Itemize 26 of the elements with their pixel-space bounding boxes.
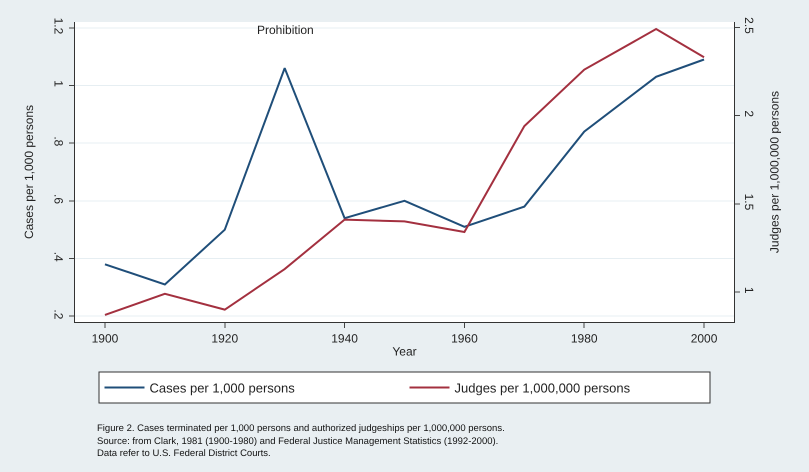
annotation: Prohibition bbox=[257, 23, 314, 37]
x-tick-label: 1900 bbox=[92, 331, 119, 346]
y-tick-label: 1.2 bbox=[52, 18, 66, 35]
text: Data refer to U.S. Federal District Courts. bbox=[97, 448, 271, 459]
source-note: Source: from Clark, 1981 (1900-1980) and Federal Justice Management Statistics (1992-2000). bbox=[97, 436, 498, 447]
y-tick-label: .6 bbox=[52, 194, 66, 204]
x-tick-label: 1920 bbox=[211, 331, 238, 346]
y-tick-label: 1 bbox=[52, 80, 66, 88]
x-tick-label: 2000 bbox=[690, 331, 718, 346]
line-series bbox=[104, 58, 706, 286]
legend-label: Cases per 1,000 persons bbox=[150, 380, 296, 396]
y-tick-label: .2 bbox=[52, 309, 66, 320]
y2-tick-label: 2 bbox=[742, 110, 756, 118]
y2-tick-label: 1.5 bbox=[742, 194, 756, 211]
y2-tick-label: 1 bbox=[742, 286, 756, 294]
x-tick-label: 1980 bbox=[570, 331, 598, 346]
legend-label: Judges per 1,000,000 persons bbox=[454, 380, 631, 396]
y2-axis-title: Judges per 1,000,000 persons bbox=[768, 90, 782, 254]
caption: Figure 2. Cases terminated per 1,000 persons and authorized judgeships per 1,000,000 persons. bbox=[97, 423, 505, 434]
y-axis-title: Cases per 1,000 persons bbox=[22, 104, 36, 240]
y-tick-label: .4 bbox=[52, 252, 66, 262]
x-tick-label: 1940 bbox=[331, 331, 358, 346]
x-axis-title: Year bbox=[392, 344, 417, 358]
y-tick-label: .8 bbox=[52, 136, 66, 147]
y2-tick-label: 2.5 bbox=[742, 17, 756, 34]
x-tick-label: 1960 bbox=[451, 331, 478, 346]
